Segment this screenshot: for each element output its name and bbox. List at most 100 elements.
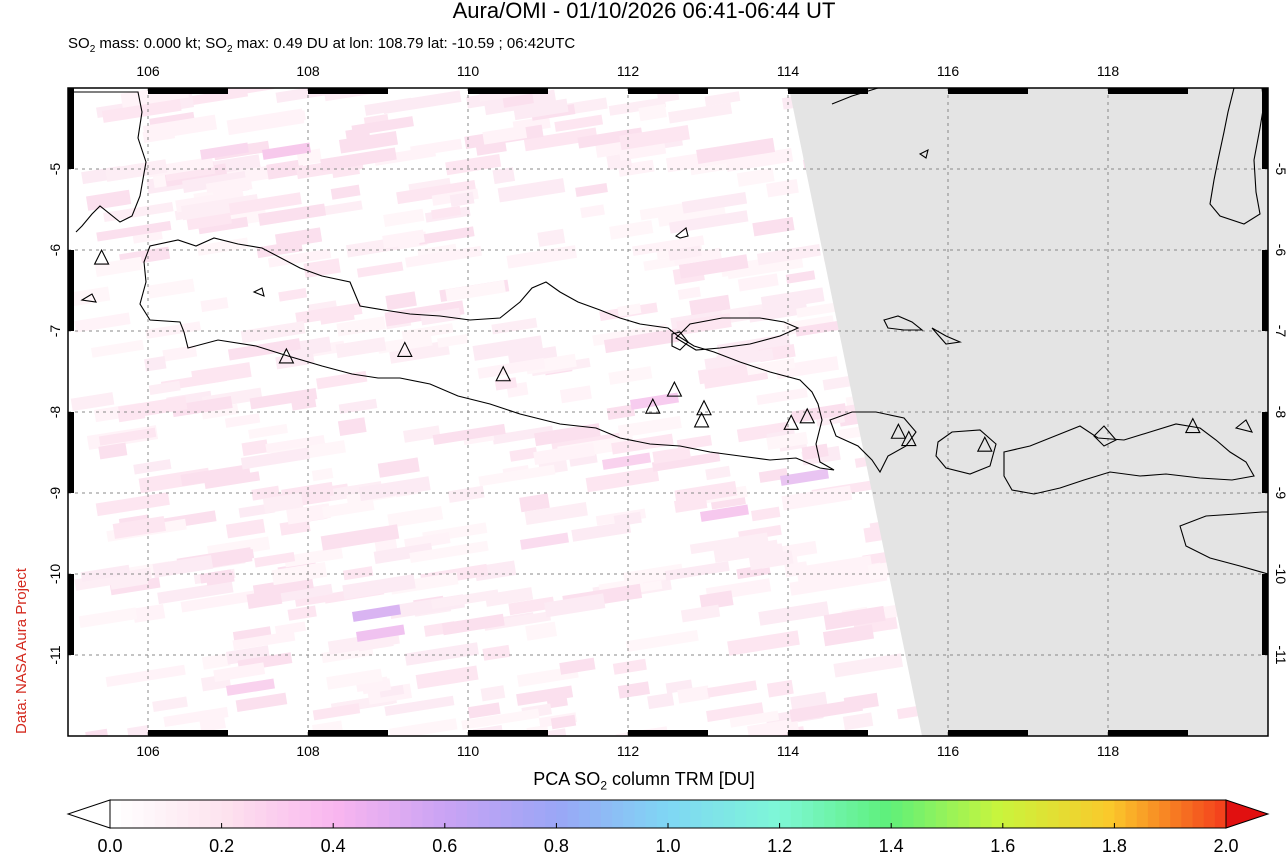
- so2-pixel: [678, 254, 749, 279]
- colorbar-low-arrow: [66, 799, 111, 829]
- so2-pixel: [404, 642, 479, 666]
- so2-pixel: [445, 280, 506, 302]
- colorbar-segment: [601, 800, 613, 828]
- so2-pixel: [145, 321, 201, 339]
- colorbar-segment: [165, 800, 178, 828]
- lon-tick-label: 116: [937, 63, 960, 79]
- colorbar-segment: [1092, 800, 1104, 828]
- lat-tick-label: -9: [1273, 487, 1288, 500]
- triangle-icon: [278, 347, 295, 364]
- so2-pixel: [110, 574, 149, 590]
- so2-pixel: [441, 613, 505, 636]
- border-bar: [1262, 250, 1268, 331]
- so2-pixel: [382, 229, 425, 249]
- colorbar-segment: [656, 800, 669, 828]
- colorbar-tick-label: 0.4: [321, 836, 346, 855]
- colorbar-tick-label: 1.2: [767, 836, 792, 855]
- colorbar-segment: [455, 800, 468, 828]
- so2-pixel: [330, 184, 361, 200]
- colorbar-segment: [835, 800, 848, 828]
- so2-pixel: [673, 247, 722, 266]
- colorbar-segment: [679, 800, 691, 828]
- so2-pixel: [447, 485, 485, 503]
- so2-pixel: [415, 665, 479, 690]
- lat-tick-label: -6: [1273, 244, 1288, 257]
- so2-pixel: [491, 317, 538, 335]
- colorbar-segment: [857, 800, 870, 828]
- so2-pixel: [611, 433, 674, 455]
- border-bar: [1108, 730, 1188, 736]
- so2-pixel: [760, 287, 825, 311]
- lon-tick-label: 116: [937, 743, 960, 759]
- so2-pixel: [342, 574, 416, 600]
- colorbar-tick-label: 0.6: [432, 836, 457, 855]
- border-bar: [628, 88, 708, 94]
- so2-pixel: [275, 351, 315, 370]
- so2-pixel: [780, 468, 829, 486]
- so2-pixel: [90, 339, 145, 358]
- colorbar-segment: [310, 800, 323, 828]
- so2-pixel: [262, 492, 304, 514]
- colorbar-segment: [433, 800, 446, 828]
- lon-tick-label: 108: [296, 743, 320, 759]
- so2-pixel: [352, 604, 401, 622]
- so2-pixel: [706, 702, 764, 723]
- colorbar-segment: [734, 800, 747, 828]
- so2-pixel: [445, 153, 502, 176]
- volcano-markers: [93, 248, 1201, 452]
- triangle-icon: [976, 435, 993, 452]
- border-bar: [308, 730, 388, 736]
- so2-pixel: [403, 425, 441, 443]
- so2-pixel: [405, 245, 483, 268]
- so2-pixel: [162, 345, 198, 362]
- colorbar-segment: [210, 800, 223, 828]
- so2-pixel: [823, 605, 886, 631]
- so2-pixel: [766, 179, 799, 198]
- so2-pixel: [182, 171, 247, 194]
- colorbar-segment: [891, 800, 903, 828]
- coast-bali: [829, 411, 917, 474]
- lon-tick-label: 114: [777, 63, 800, 79]
- so2-pixel: [602, 452, 651, 470]
- triangle-icon: [783, 414, 800, 430]
- colorbar-segment: [1159, 800, 1171, 828]
- border-bar: [68, 250, 74, 331]
- so2-pixel: [652, 446, 691, 464]
- coast-island: [1093, 425, 1117, 447]
- coast-surabaya: [671, 331, 689, 351]
- colorbar-segment: [824, 800, 836, 828]
- colorbar-segment: [366, 800, 379, 828]
- so2-pixel: [796, 555, 873, 582]
- so2-pixel: [98, 427, 157, 446]
- so2-pixel: [232, 630, 296, 651]
- border-bar: [68, 88, 74, 169]
- so2-pixel: [472, 335, 544, 361]
- so2-pixel: [785, 270, 816, 284]
- lat-tick-label: -11: [47, 645, 63, 664]
- colorbar-segment: [790, 800, 803, 828]
- colorbar-segment: [511, 800, 524, 828]
- so2-pixel: [373, 542, 433, 565]
- so2-pixel: [606, 404, 636, 420]
- so2-pixel: [320, 524, 400, 551]
- so2-pixel: [704, 91, 741, 107]
- so2-pixel: [484, 587, 534, 607]
- colorbar-segment: [634, 800, 647, 828]
- colorbar-segment: [612, 800, 624, 828]
- coast-island: [252, 287, 265, 297]
- colorbar-high-arrow: [1225, 799, 1270, 829]
- so2-pixel: [705, 465, 731, 481]
- so2-pixel: [833, 653, 904, 678]
- so2-pixel: [681, 191, 748, 214]
- so2-pixel: [338, 130, 399, 154]
- so2-pixel: [775, 356, 839, 380]
- so2-pixel: [103, 201, 174, 223]
- so2-pixel: [736, 421, 790, 443]
- lat-tick-label: -10: [47, 564, 63, 584]
- so2-pixel: [638, 103, 667, 122]
- so2-pixel: [756, 244, 822, 266]
- colorbar-segment: [1136, 800, 1149, 828]
- border-bar: [788, 730, 868, 736]
- so2-pixel: [384, 695, 455, 716]
